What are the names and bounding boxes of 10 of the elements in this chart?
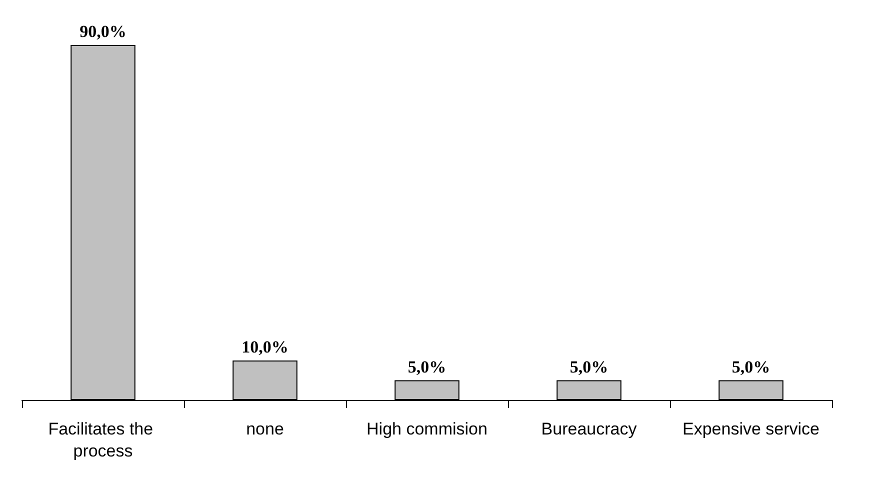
x-tick-label: Facilitates the process (48, 420, 158, 460)
data-label: 5,0% (570, 357, 608, 376)
x-tick-label: High commision (366, 420, 488, 438)
data-label: 90,0% (80, 22, 126, 41)
data-label: 10,0% (242, 338, 288, 357)
x-tick-label: none (246, 420, 284, 438)
data-label: 5,0% (408, 357, 446, 376)
x-tick-label: Bureaucracy (541, 420, 638, 438)
x-tick-label: Expensive service (682, 420, 820, 438)
data-label: 5,0% (732, 357, 770, 376)
